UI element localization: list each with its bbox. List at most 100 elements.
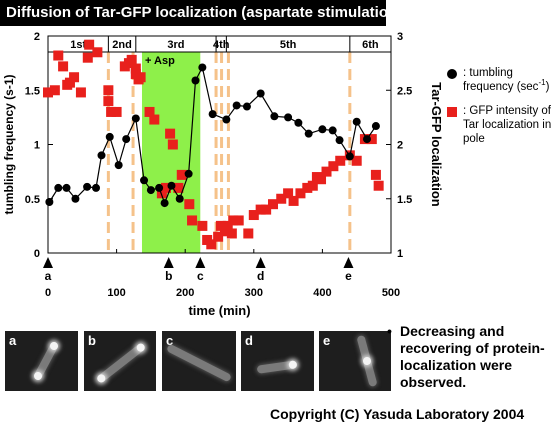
tumbling-point (232, 101, 241, 110)
gfp-point (233, 215, 244, 226)
micrograph-label: c (166, 333, 174, 348)
asp-label: + Asp (145, 55, 175, 67)
gfp-point (321, 166, 332, 177)
gfp-point (165, 128, 176, 139)
chart-title: Diffusion of Tar-GFP localization (aspar… (0, 0, 402, 26)
sample-marker-label: c (197, 269, 204, 283)
gfp-point (307, 180, 318, 191)
cell-pole (362, 356, 372, 366)
y-left-axis-label: tumbling frequency (s-1) (2, 74, 16, 214)
gfp-point (64, 77, 75, 88)
tumbling-point (328, 126, 337, 135)
tumbling-point (222, 115, 231, 124)
y-right-tick-label: 1.5 (397, 194, 412, 206)
note-text: Decreasing and recovering of protein-loc… (400, 323, 545, 390)
gfp-point (58, 61, 69, 72)
gfp-point (126, 54, 137, 65)
cell-pole (288, 360, 298, 370)
cell-pole (135, 341, 147, 354)
sample-marker-label: b (165, 269, 172, 283)
observation-note: • Decreasing and recovering of protein-l… (387, 323, 557, 391)
gfp-point (219, 226, 230, 237)
gfp-point (351, 155, 362, 166)
gfp-point (130, 63, 141, 74)
gfp-point (176, 169, 187, 180)
gfp-point (228, 215, 239, 226)
gfp-point (335, 155, 346, 166)
micrograph-b: b (84, 331, 156, 391)
sample-marker-c (195, 257, 206, 268)
x-tick-label: 200 (176, 287, 194, 299)
micrograph-e: e (319, 331, 391, 391)
gfp-point (82, 52, 93, 63)
tumbling-point (175, 194, 184, 203)
gfp-point (215, 220, 226, 231)
gfp-point (255, 204, 266, 215)
plot-frame (47, 35, 392, 254)
tumbling-point (105, 132, 114, 141)
gfp-point (106, 106, 117, 117)
legend-tumbling-text: : tumbling frequency (sec (463, 67, 539, 93)
gfp-point (206, 239, 217, 250)
gfp-point (288, 195, 299, 206)
phase-label: 5th (280, 39, 297, 51)
tumbling-point (270, 112, 279, 121)
tumbling-point (318, 125, 327, 134)
gfp-point (69, 72, 80, 83)
gfp-point (316, 174, 327, 185)
x-tick-label: 0 (45, 287, 51, 299)
micrograph-label: e (323, 333, 331, 348)
tumbling-point (62, 183, 71, 192)
tumbling-point (242, 102, 251, 111)
gfp-point (276, 193, 287, 204)
tumbling-point (114, 161, 123, 170)
tumbling-point (131, 114, 140, 123)
sample-marker-e (343, 257, 354, 268)
gfp-point (243, 228, 254, 239)
x-tick-label: 300 (245, 287, 263, 299)
tumbling-point (345, 152, 354, 161)
cell-pole (95, 372, 107, 385)
tumbling-point (122, 135, 131, 144)
gfp-point (149, 114, 160, 125)
gfp-point (43, 87, 53, 98)
tumbling-point (160, 199, 169, 208)
micrograph-a: a (5, 331, 78, 391)
gfp-point (248, 210, 259, 221)
sample-marker-label: e (345, 269, 352, 283)
tumbling-point (304, 129, 313, 138)
tumbling-point (184, 169, 193, 178)
y-left-tick-label: 1.5 (25, 85, 40, 97)
note-bullet: • (387, 323, 392, 339)
gfp-point (135, 72, 146, 83)
phase-label: 3rd (167, 39, 184, 51)
legend-gfp-text: : GFP intensity of Tar localization in p… (463, 105, 552, 145)
phase-label: 4th (213, 39, 230, 51)
bacterium-cell (356, 334, 378, 388)
sample-marker-label: a (45, 269, 52, 283)
tumbling-point (140, 176, 149, 185)
micrograph-label: d (245, 333, 253, 348)
gfp-point (49, 85, 60, 96)
gfp-point (84, 39, 95, 50)
y-left-tick-label: 2 (34, 31, 40, 43)
legend: : tumbling frequency (sec-1) : GFP inten… (445, 66, 557, 156)
cell-pole (48, 340, 60, 352)
sample-marker-d (255, 257, 266, 268)
micrograph-label: a (9, 333, 17, 348)
gfp-point (197, 220, 208, 231)
cell-pole (32, 370, 44, 382)
legend-tumbling-sup: -1 (538, 78, 546, 88)
legend-tumbling-tail: ) (545, 81, 550, 93)
tumbling-point (191, 76, 200, 85)
sample-marker-label: d (257, 269, 264, 283)
gfp-point (167, 139, 178, 150)
sample-marker-a (43, 257, 53, 268)
x-tick-label: 500 (382, 287, 400, 299)
y-right-tick-label: 3 (397, 31, 403, 43)
gfp-point (226, 228, 237, 239)
tumbling-point (83, 182, 92, 191)
sample-marker-b (163, 257, 174, 268)
gfp-point (187, 215, 198, 226)
tumbling-point (198, 63, 207, 72)
